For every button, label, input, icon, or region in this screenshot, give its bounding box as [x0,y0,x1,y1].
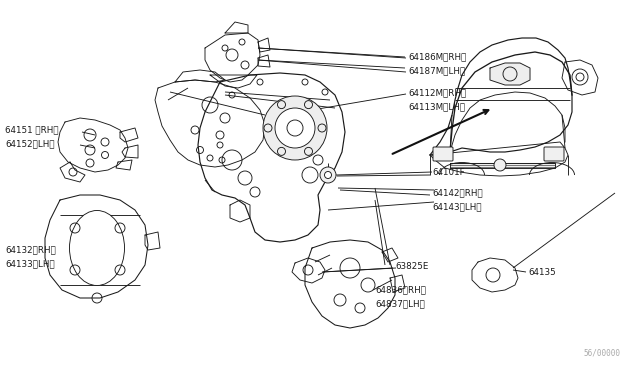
Polygon shape [155,80,265,167]
Text: 64186M〈RH〉: 64186M〈RH〉 [408,52,467,61]
Polygon shape [145,232,160,250]
Polygon shape [60,162,85,182]
Polygon shape [490,63,530,85]
Text: 64133〈LH〉: 64133〈LH〉 [5,259,55,268]
Text: 64112M〈RH〉: 64112M〈RH〉 [408,88,467,97]
Polygon shape [305,240,395,328]
Text: 64187M〈LH〉: 64187M〈LH〉 [408,66,465,75]
Polygon shape [58,118,128,172]
Text: 64135: 64135 [528,268,556,277]
Polygon shape [382,248,398,262]
Text: 64836〈RH〉: 64836〈RH〉 [375,285,426,294]
Polygon shape [122,145,138,158]
Polygon shape [230,200,250,222]
Polygon shape [472,258,518,292]
Text: 63825E: 63825E [395,262,428,271]
Circle shape [320,167,336,183]
Circle shape [275,108,315,148]
Polygon shape [175,70,225,82]
Text: 64837〈LH〉: 64837〈LH〉 [375,299,425,308]
Circle shape [494,159,506,171]
Polygon shape [116,160,132,170]
Ellipse shape [70,211,125,285]
Polygon shape [120,128,138,142]
Polygon shape [258,38,270,52]
Text: 64101F: 64101F [432,168,465,177]
Polygon shape [430,38,572,155]
Text: 64142〈RH〉: 64142〈RH〉 [432,188,483,197]
Text: 64143〈LH〉: 64143〈LH〉 [432,202,482,211]
Polygon shape [258,55,270,67]
Polygon shape [450,163,555,168]
Text: 64152〈LH〉: 64152〈LH〉 [5,139,54,148]
FancyBboxPatch shape [433,147,453,161]
Polygon shape [390,275,405,292]
Polygon shape [210,75,257,88]
Polygon shape [562,60,598,95]
Text: 64113M〈LH〉: 64113M〈LH〉 [408,102,465,111]
Polygon shape [198,73,345,242]
Polygon shape [45,195,148,298]
Polygon shape [430,142,568,176]
FancyBboxPatch shape [544,147,564,161]
Polygon shape [205,33,260,82]
Circle shape [324,171,332,179]
Polygon shape [292,258,325,283]
Text: 56/00000: 56/00000 [583,349,620,358]
Polygon shape [225,22,248,33]
Text: 64151 〈RH〉: 64151 〈RH〉 [5,125,59,134]
Circle shape [263,96,327,160]
Text: 64132〈RH〉: 64132〈RH〉 [5,245,56,254]
